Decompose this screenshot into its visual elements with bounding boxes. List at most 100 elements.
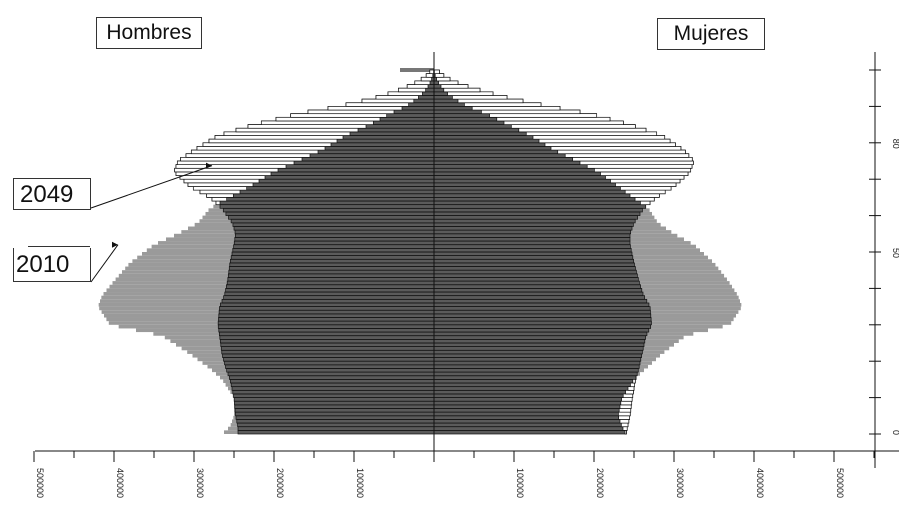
arrowhead-2010: [112, 241, 118, 248]
bar-2049-female-excess: [618, 408, 632, 413]
bar-2049-female-excess: [471, 106, 561, 111]
bar-2049-female: [433, 342, 645, 347]
bar-2049-female: [433, 357, 642, 362]
bar-2049-female: [433, 269, 637, 275]
bar-2049-female: [433, 386, 635, 391]
bar-2049-male: [234, 404, 435, 409]
bar-2049-male: [219, 339, 435, 344]
bar-2049-female: [433, 368, 639, 373]
bar-2049-male-excess: [202, 142, 332, 147]
bar-2049-male-excess: [414, 80, 431, 85]
bar-2049-male: [233, 240, 435, 246]
label-2010: 2010: [13, 248, 91, 282]
bar-2049-female-excess: [550, 146, 682, 151]
bar-2049-female: [433, 360, 641, 366]
bar-2049-female: [433, 426, 628, 431]
bar-2049-female: [433, 229, 632, 235]
x-tick-label: 200000: [275, 468, 285, 498]
bar-2049-male-excess: [211, 197, 228, 202]
bar-2049-male-excess: [208, 138, 338, 144]
bar-2049-female-excess: [452, 95, 508, 100]
bar-2049-female: [433, 266, 636, 271]
bar-2049-female: [433, 375, 637, 380]
bar-2049-male: [223, 295, 435, 300]
bar-2049-male: [220, 346, 435, 351]
bar-2049-female-excess: [443, 87, 481, 93]
bar-2049-female-excess: [640, 200, 651, 206]
bar-2049-female: [433, 200, 651, 206]
bar-2049-female: [433, 408, 632, 413]
bar-2049-female: [433, 277, 639, 282]
bar-2049-male: [228, 375, 435, 380]
men-label: Hombres: [96, 17, 202, 49]
bar-2049-female: [433, 218, 636, 224]
arrow-2010: [90, 244, 119, 283]
bar-2049-male: [228, 266, 435, 271]
bar-2049-male: [218, 317, 435, 322]
bar-2049-male: [234, 400, 435, 406]
x-tick-label: 400000: [755, 468, 765, 498]
bar-2049-male: [232, 248, 435, 253]
bar-2049-female-excess: [436, 76, 451, 82]
bar-2049-male: [221, 298, 435, 304]
bar-2049-female: [433, 222, 634, 227]
bar-2049-female-excess: [544, 142, 676, 147]
bar-2049-female: [433, 197, 655, 202]
bar-2049-female-excess: [572, 157, 693, 162]
bar-2049-male-excess: [174, 167, 279, 173]
bar-2049-female: [433, 298, 648, 304]
bar-2049-female-excess: [630, 382, 635, 388]
bar-2049-male-excess: [290, 113, 388, 118]
bar-2049-male: [237, 430, 435, 435]
bar-2049-female: [433, 280, 640, 286]
arrow-2049: [90, 165, 213, 209]
bar-2049-female-excess: [629, 193, 660, 198]
bar-2049-male-excess: [429, 69, 434, 74]
bar-2049-male-excess: [192, 186, 248, 191]
bar-2049-female: [433, 397, 633, 402]
bar-2049-female-excess: [434, 73, 445, 78]
bar-2049-male: [232, 222, 435, 227]
bar-2049-male: [219, 306, 435, 311]
bar-2049-male: [234, 408, 435, 413]
bar-2049-male: [235, 415, 435, 420]
bar-2049-female: [433, 295, 646, 300]
bar-2049-female-excess: [620, 400, 633, 406]
bar-2049-male: [230, 255, 435, 260]
bar-2049-female-excess: [532, 135, 666, 140]
bar-2049-male: [224, 291, 435, 297]
bar-2049-male: [223, 357, 435, 362]
bar-2049-male: [236, 419, 435, 424]
top-mark: [400, 68, 434, 72]
bar-2049-female: [433, 262, 635, 267]
bar-2049-male: [233, 226, 435, 231]
bar-2049-female-excess: [618, 415, 630, 420]
bar-2049-female: [433, 207, 643, 213]
bar-2049-female-excess: [622, 426, 628, 431]
bar-2049-female: [433, 382, 635, 388]
bar-2049-female-excess: [440, 84, 469, 89]
axes: 500000 400000 300000 200000 100000 100000 2000…: [33, 52, 899, 498]
bar-2049-female-excess: [579, 160, 694, 165]
bar-2049-female: [433, 317, 652, 322]
bar-2049-male-excess: [345, 102, 409, 107]
bar-2049-female-excess: [525, 131, 658, 136]
bar-2049-female: [433, 324, 652, 329]
bar-2049-male: [232, 389, 435, 395]
bar-2049-male-excess: [375, 95, 419, 100]
bar-2049-female-excess: [510, 124, 636, 129]
bar-2049-female-excess: [464, 102, 542, 107]
bar-2049-male-excess: [223, 131, 351, 136]
bar-2049-male-excess: [425, 73, 434, 78]
y-tick-label: 80: [891, 139, 899, 149]
bar-2049-male: [225, 288, 435, 293]
bar-2049-female-excess: [610, 178, 681, 184]
bar-2049-male: [230, 218, 435, 224]
bar-2049-female: [433, 284, 641, 289]
bar-2049-male: [221, 349, 435, 355]
bar-2049-female: [433, 251, 633, 256]
bar-2049-female: [433, 233, 631, 238]
bar-2049-male-excess: [214, 135, 344, 140]
bar-2049-male: [237, 426, 435, 431]
bar-2049-male-excess: [361, 98, 415, 104]
